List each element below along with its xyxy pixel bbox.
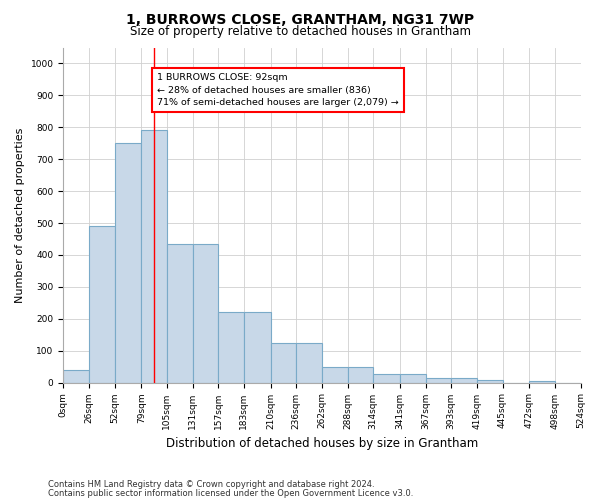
Bar bbox=[218, 312, 244, 382]
Bar bbox=[193, 244, 218, 382]
Bar bbox=[141, 130, 167, 382]
Text: 1 BURROWS CLOSE: 92sqm
← 28% of detached houses are smaller (836)
71% of semi-de: 1 BURROWS CLOSE: 92sqm ← 28% of detached… bbox=[157, 73, 399, 107]
Text: Contains public sector information licensed under the Open Government Licence v3: Contains public sector information licen… bbox=[48, 488, 413, 498]
Text: 1, BURROWS CLOSE, GRANTHAM, NG31 7WP: 1, BURROWS CLOSE, GRANTHAM, NG31 7WP bbox=[126, 12, 474, 26]
Bar bbox=[477, 380, 503, 382]
Bar bbox=[529, 381, 555, 382]
Bar bbox=[451, 378, 477, 382]
Bar bbox=[322, 366, 347, 382]
Bar bbox=[244, 312, 271, 382]
Bar bbox=[167, 244, 193, 382]
Bar bbox=[347, 366, 373, 382]
Bar bbox=[89, 226, 115, 382]
Bar bbox=[373, 374, 400, 382]
Bar bbox=[63, 370, 89, 382]
Text: Size of property relative to detached houses in Grantham: Size of property relative to detached ho… bbox=[130, 25, 470, 38]
Bar bbox=[400, 374, 425, 382]
Bar bbox=[271, 342, 296, 382]
X-axis label: Distribution of detached houses by size in Grantham: Distribution of detached houses by size … bbox=[166, 437, 478, 450]
Y-axis label: Number of detached properties: Number of detached properties bbox=[15, 128, 25, 302]
Bar bbox=[296, 342, 322, 382]
Bar bbox=[115, 143, 141, 382]
Bar bbox=[425, 378, 451, 382]
Text: Contains HM Land Registry data © Crown copyright and database right 2024.: Contains HM Land Registry data © Crown c… bbox=[48, 480, 374, 489]
